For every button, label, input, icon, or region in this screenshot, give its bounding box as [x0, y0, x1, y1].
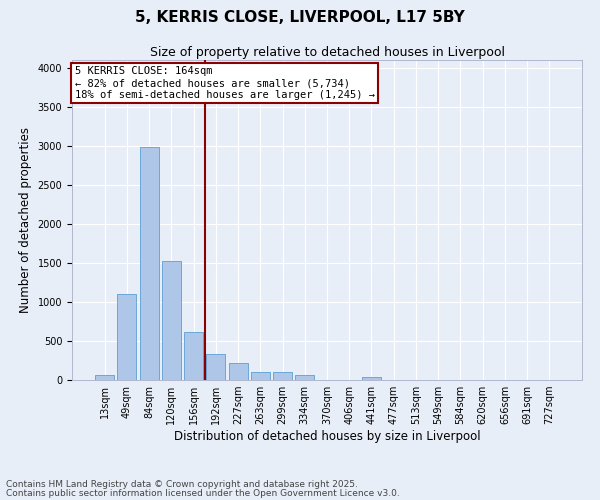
- Bar: [229, 363, 248, 380]
- Bar: [273, 372, 292, 380]
- X-axis label: Distribution of detached houses by size in Liverpool: Distribution of detached houses by size …: [173, 430, 481, 443]
- Text: 5, KERRIS CLOSE, LIVERPOOL, L17 5BY: 5, KERRIS CLOSE, LIVERPOOL, L17 5BY: [135, 10, 465, 25]
- Text: Contains HM Land Registry data © Crown copyright and database right 2025.: Contains HM Land Registry data © Crown c…: [6, 480, 358, 489]
- Title: Size of property relative to detached houses in Liverpool: Size of property relative to detached ho…: [149, 46, 505, 59]
- Bar: [118, 294, 136, 380]
- Text: Contains public sector information licensed under the Open Government Licence v3: Contains public sector information licen…: [6, 488, 400, 498]
- Bar: [251, 372, 270, 380]
- Y-axis label: Number of detached properties: Number of detached properties: [19, 127, 32, 313]
- Bar: [140, 148, 158, 380]
- Bar: [206, 354, 225, 380]
- Bar: [95, 376, 114, 380]
- Bar: [295, 376, 314, 380]
- Bar: [184, 332, 203, 380]
- Bar: [362, 377, 381, 380]
- Bar: [162, 260, 181, 380]
- Text: 5 KERRIS CLOSE: 164sqm
← 82% of detached houses are smaller (5,734)
18% of semi-: 5 KERRIS CLOSE: 164sqm ← 82% of detached…: [74, 66, 374, 100]
